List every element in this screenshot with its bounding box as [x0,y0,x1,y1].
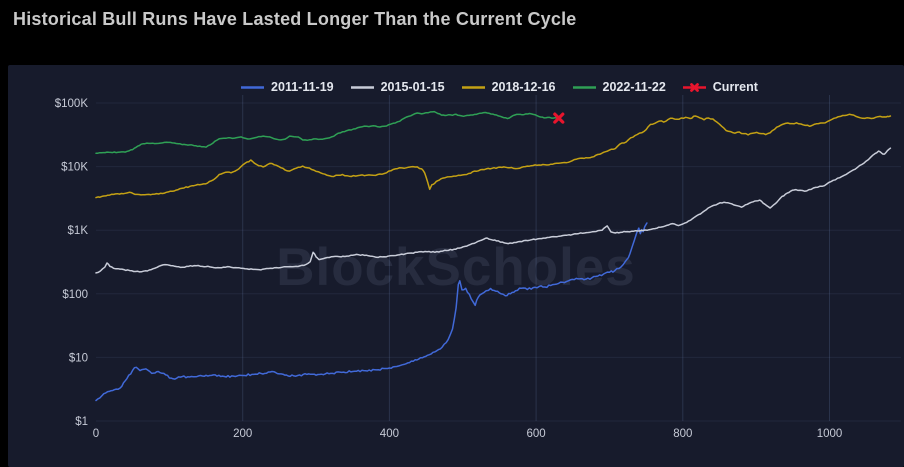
y-tick-label: $10 [69,352,88,364]
legend-label: 2018-12-16 [491,80,556,94]
y-tick-label: $10K [61,162,88,174]
chart-legend: 2011-11-19 2015-01-15 2018-12-16 2022-11-22… [96,76,902,98]
legend-label: Current [712,80,758,94]
series-line-2011-11-19 [95,222,648,402]
legend-item-2011-11-19[interactable]: 2011-11-19 [240,80,334,94]
series-line-2022-11-22 [95,110,560,155]
legend-item-2018-12-16[interactable]: 2018-12-16 [461,80,556,94]
legend-swatch-icon [241,85,265,89]
legend-item-2015-01-15[interactable]: 2015-01-15 [350,80,445,94]
x-tick-label: 800 [673,428,692,440]
y-tick-label: $1K [68,225,89,237]
chart-canvas[interactable]: $100K$10K$1K$100$10$10 200 400 600 800 1000 [8,65,904,467]
y-tick-label: $100 [62,289,88,301]
legend-label: 2022-11-22 [602,80,666,94]
legend-swatch-icon [461,85,485,89]
legend-swatch-icon [682,82,706,92]
page-title: Historical Bull Runs Have Lasted Longer … [13,9,577,29]
x-tick-label: 400 [380,428,399,440]
x-tick-label: 200 [233,428,252,440]
legend-item-2022-11-22[interactable]: 2022-11-22 [572,80,666,94]
legend-label: 2011-11-19 [271,80,334,94]
series-line-2018-12-16 [95,113,892,199]
watermark-blockscholes: BlockScholes [276,238,636,297]
legend-label: 2015-01-15 [380,80,445,94]
x-tick-label: 1000 [817,428,843,440]
series-line-2015-01-15 [95,147,892,274]
current-marker-icon [553,112,565,124]
legend-swatch-icon [572,85,596,89]
y-tick-label: $1 [75,416,88,428]
x-tick-label: 600 [527,428,546,440]
y-tick-label: $100K [55,98,89,110]
x-tick-label: 0 [93,428,99,440]
chart-panel: 2011-11-19 2015-01-15 2018-12-16 2022-11-22… [8,65,904,467]
legend-swatch-icon [350,85,374,89]
legend-item-current[interactable]: Current [682,80,758,94]
